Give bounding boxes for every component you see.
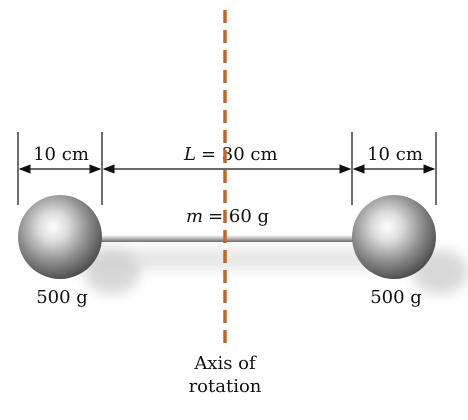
right-sphere-width-label: 10 cm bbox=[367, 144, 423, 165]
rod-mass-value: = 60 g bbox=[208, 206, 269, 227]
axis-label-line1: Axis of bbox=[193, 353, 257, 374]
rod-mass-label: m = 60 g bbox=[186, 206, 269, 227]
rod bbox=[98, 235, 358, 242]
left-sphere-mass-label: 500 g bbox=[36, 287, 88, 308]
right-sphere-mass-label: 500 g bbox=[370, 287, 422, 308]
right-sphere bbox=[352, 195, 436, 279]
left-sphere-width-label: 10 cm bbox=[33, 144, 89, 165]
left-sphere bbox=[18, 195, 102, 279]
rod-mass-symbol: m bbox=[186, 206, 203, 227]
rod-length-symbol: L bbox=[183, 144, 196, 165]
rod-length-value: = 30 cm bbox=[201, 144, 278, 165]
axis-label-line2: rotation bbox=[189, 376, 262, 397]
